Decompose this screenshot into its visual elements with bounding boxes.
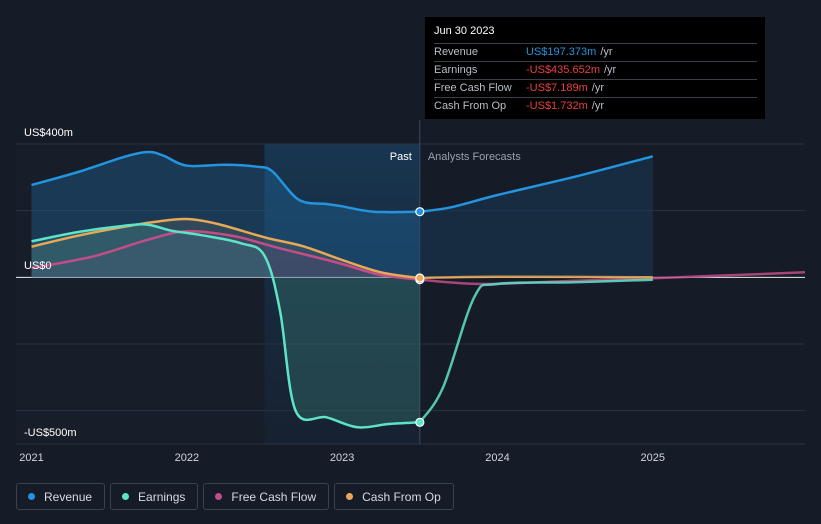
tooltip-label: Earnings (434, 64, 478, 76)
revenue-marker (415, 207, 425, 217)
revenue-past-line (31, 150, 420, 214)
tooltip-date: Jun 30 2023 (434, 25, 495, 37)
tooltip-label: Revenue (434, 46, 479, 58)
legend-item-earnings[interactable]: Earnings (110, 483, 199, 510)
tooltip-unit: /yr (591, 82, 604, 94)
tooltip-value: US$197.373m (526, 46, 597, 58)
y-axis-label: US$400m (24, 127, 73, 139)
legend: Revenue Earnings Free Cash Flow Cash Fro… (16, 483, 454, 510)
past-label: Past (390, 151, 412, 163)
tooltip-value: -US$7.189m (526, 82, 588, 94)
cash-from-op-marker (415, 273, 425, 283)
revenue-forecast-area (419, 156, 653, 278)
free-cash-flow-area (31, 231, 420, 280)
earnings-past-line (31, 223, 420, 429)
x-tick-label: 2023 (330, 452, 354, 464)
tooltip-row-free-cash-flow: Free Cash Flow -US$7.189m /yr (434, 79, 757, 97)
earnings-marker (415, 417, 425, 427)
tooltip-row-revenue: Revenue US$197.373m /yr (434, 43, 757, 61)
revenue-dot-icon (28, 493, 35, 500)
x-tick-label: 2021 (19, 452, 43, 464)
earnings-area (31, 224, 420, 428)
tooltip-unit: /yr (600, 46, 613, 58)
tooltip: Jun 30 2023 Revenue US$197.373m /yr Earn… (425, 17, 765, 119)
cash-from-op-forecast-line (419, 275, 653, 280)
past-panel (16, 144, 265, 444)
cash-from-op-dot-icon (346, 493, 354, 500)
tooltip-label: Free Cash Flow (434, 82, 512, 94)
y-axis-label: -US$500m (24, 427, 77, 439)
tooltip-unit: /yr (591, 100, 604, 112)
tooltip-row-cash-from-op: Cash From Op -US$1.732m /yr (434, 97, 757, 115)
legend-item-cash-from-op[interactable]: Cash From Op (334, 483, 454, 510)
tooltip-value: -US$1.732m (526, 100, 588, 112)
legend-label: Cash From Op (362, 489, 441, 504)
legend-label: Revenue (44, 489, 93, 504)
revenue-forecast-line (419, 155, 654, 213)
x-tick-label: 2022 (175, 452, 199, 464)
forecast-label: Analysts Forecasts (428, 151, 521, 163)
free-cash-flow-dot-icon (215, 493, 223, 500)
tooltip-unit: /yr (604, 64, 617, 76)
earnings-forecast-line (418, 278, 653, 424)
tooltip-label: Cash From Op (434, 100, 507, 112)
free-cash-flow-past-line (31, 229, 420, 281)
cash-from-op-past-line (31, 217, 420, 280)
free-cash-flow-forecast-line (419, 271, 806, 286)
y-axis-label: US$0 (24, 260, 52, 272)
x-tick-label: 2024 (485, 452, 509, 464)
tooltip-row-earnings: Earnings -US$435.652m /yr (434, 61, 757, 79)
legend-label: Earnings (138, 489, 186, 504)
cash-from-op-area (31, 218, 420, 278)
tooltip-value: -US$435.652m (526, 64, 600, 76)
x-tick-label: 2025 (641, 452, 665, 464)
legend-item-revenue[interactable]: Revenue (16, 483, 106, 510)
legend-label: Free Cash Flow (231, 489, 317, 504)
earnings-dot-icon (122, 493, 130, 500)
legend-item-free-cash-flow[interactable]: Free Cash Flow (203, 483, 330, 510)
